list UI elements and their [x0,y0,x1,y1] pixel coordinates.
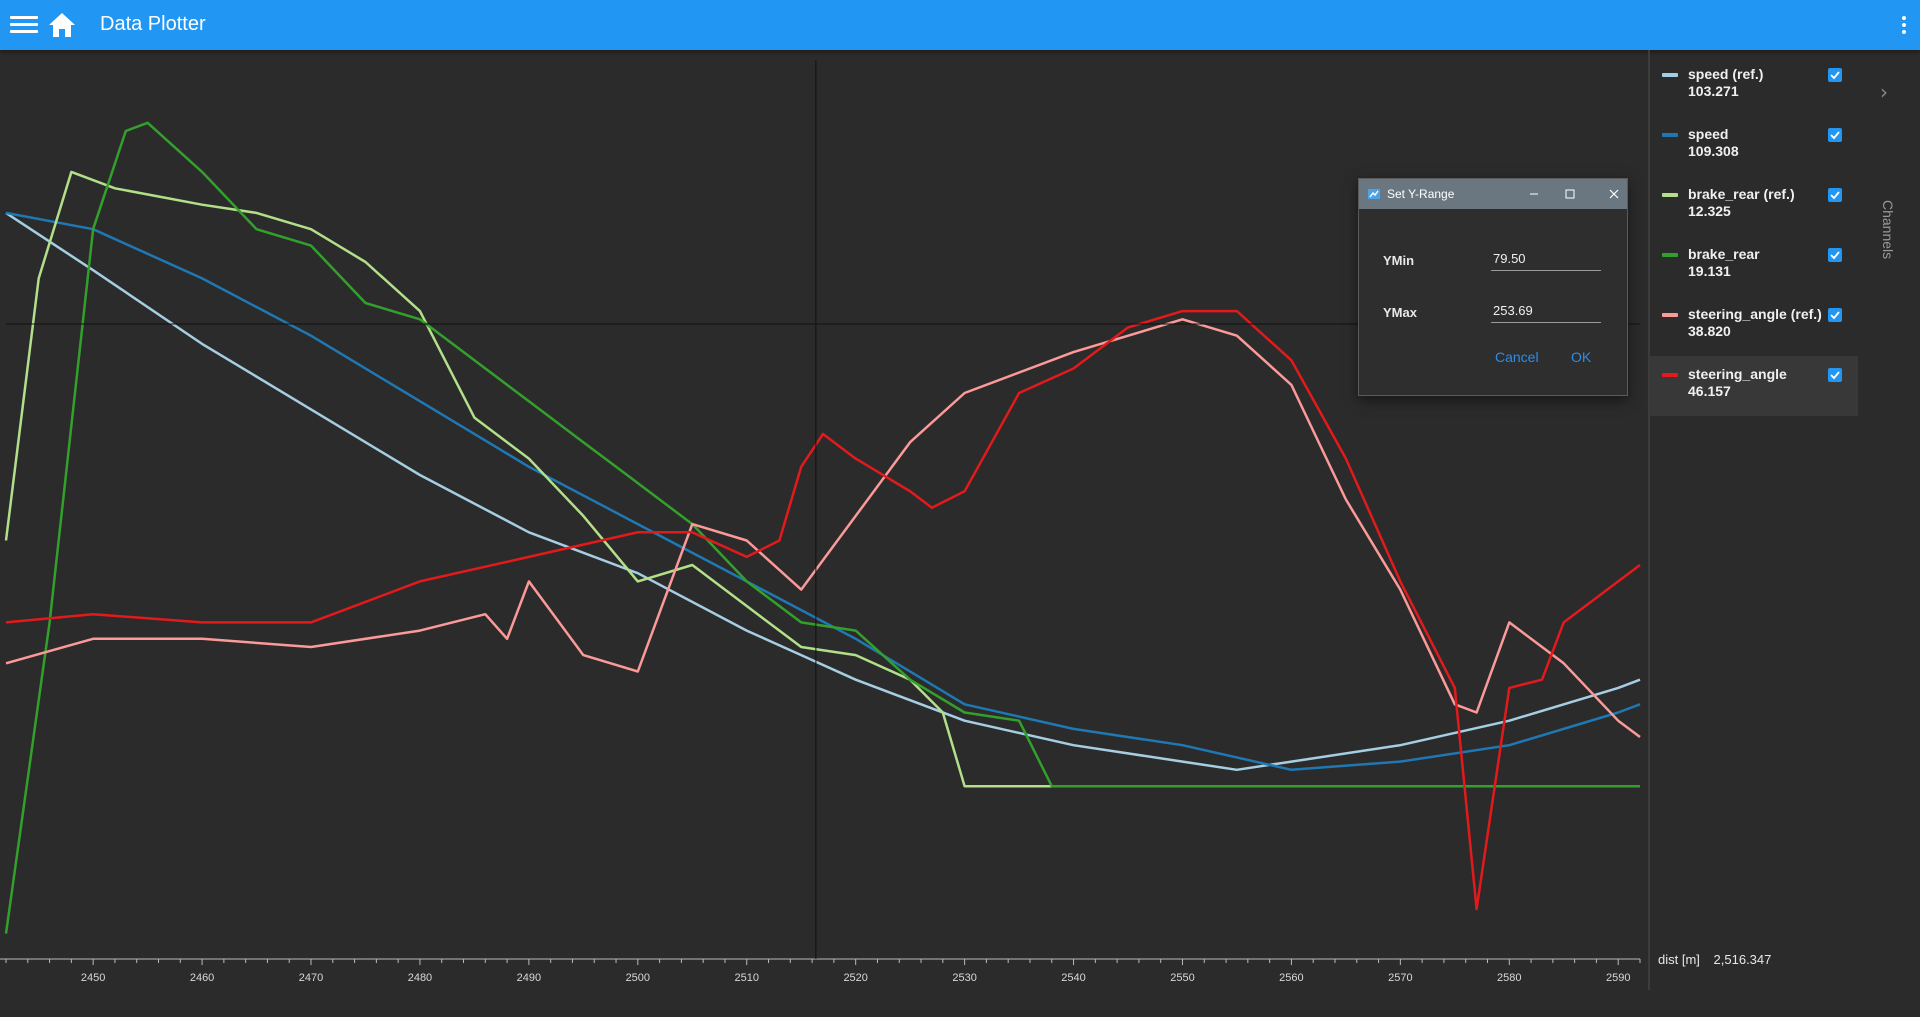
channel-value: 46.157 [1688,383,1731,399]
channel-color-swatch [1662,253,1678,257]
channel-item[interactable]: steering_angle 46.157 [1650,356,1858,416]
maximize-icon[interactable] [1561,185,1579,203]
channel-checkbox[interactable] [1828,368,1842,382]
dialog-titlebar[interactable]: Set Y-Range [1359,179,1627,209]
series-line [5,318,1641,739]
x-tick-label: 2460 [190,972,214,984]
home-icon[interactable] [48,12,76,38]
channel-color-swatch [1662,313,1678,317]
minimize-icon[interactable] [1525,185,1543,203]
hamburger-menu-icon[interactable] [10,13,38,37]
ymax-input[interactable] [1491,299,1601,323]
channel-item[interactable]: brake_rear (ref.) 12.325 [1650,176,1858,236]
chevron-right-icon[interactable]: › [1880,80,1888,104]
ymax-label: YMax [1383,305,1417,320]
series-line [4,170,1640,788]
panel-divider[interactable] [1648,50,1650,990]
app-window-icon [1368,189,1380,199]
x-tick-label: 2550 [1170,972,1194,984]
ymin-label: YMin [1383,253,1415,268]
more-vert-icon[interactable] [1900,14,1908,36]
series-layer [4,121,1641,934]
ymin-input[interactable] [1491,247,1601,271]
channel-value: 19.131 [1688,263,1731,279]
channel-name: speed [1688,126,1729,142]
x-axis: 2450 2460 2470 2480 2490 2500 2510 2520 2530 2540… [0,958,1641,984]
channel-item[interactable]: steering_angle (ref.) 38.820 [1650,296,1858,356]
line-chart[interactable]: 2450 2460 2470 2480 2490 2500 2510 2520 2530 2540… [0,50,1648,1017]
x-tick-label: 2540 [1061,972,1085,984]
series-line [4,121,1640,934]
channel-value: 109.308 [1688,143,1739,159]
x-tick-label: 2570 [1388,972,1412,984]
series-line [5,211,1641,772]
dialog-title: Set Y-Range [1387,187,1455,201]
channel-value: 38.820 [1688,323,1731,339]
x-tick-label: 2500 [626,972,650,984]
channel-name: steering_angle (ref.) [1688,306,1822,322]
x-tick-label: 2510 [735,972,759,984]
close-icon[interactable] [1605,185,1623,203]
x-tick-label: 2530 [952,972,976,984]
series-line [5,211,1641,772]
x-tick-label: 2520 [843,972,867,984]
app-title: Data Plotter [100,13,206,35]
x-tick-label: 2470 [299,972,323,984]
x-tick-label: 2490 [517,972,541,984]
channels-tab-label[interactable]: Channels [1880,200,1896,260]
channel-checkbox[interactable] [1828,128,1842,142]
channel-checkbox[interactable] [1828,68,1842,82]
channel-value: 103.271 [1688,83,1739,99]
channel-value: 12.325 [1688,203,1731,219]
series-line [5,309,1641,911]
set-y-range-dialog: Set Y-Range YMin YMax Cancel OK [1358,178,1628,396]
channel-name: brake_rear (ref.) [1688,186,1795,202]
ok-button[interactable]: OK [1571,349,1592,365]
channel-checkbox[interactable] [1828,248,1842,262]
channel-color-swatch [1662,373,1678,377]
cancel-button[interactable]: Cancel [1495,349,1539,365]
channel-name: steering_angle [1688,366,1787,382]
x-tick-label: 2590 [1606,972,1630,984]
channel-checkbox[interactable] [1828,188,1842,202]
app-bar: Data Plotter [0,0,1920,50]
channel-name: brake_rear [1688,246,1760,262]
x-axis-label: dist [m] [1658,952,1700,967]
channel-color-swatch [1662,73,1678,77]
channel-checkbox[interactable] [1828,308,1842,322]
cursor-readout: dist [m] 2,516.347 [1658,952,1781,967]
channel-color-swatch [1662,193,1678,197]
x-tick-label: 2560 [1279,972,1303,984]
channel-color-swatch [1662,133,1678,137]
x-tick-label: 2480 [408,972,432,984]
channel-item[interactable]: speed 109.308 [1650,116,1858,176]
x-tick-label: 2450 [81,972,105,984]
channel-item[interactable]: speed (ref.) 103.271 [1650,56,1858,116]
channels-panel: speed (ref.) 103.271 speed 109.308 brake_rea… [1650,56,1858,416]
x-cursor-value: 2,516.347 [1713,952,1772,967]
channel-item[interactable]: brake_rear 19.131 [1650,236,1858,296]
channels-side-tab[interactable]: › Channels [1858,50,1920,990]
x-tick-label: 2580 [1497,972,1521,984]
channel-name: speed (ref.) [1688,66,1764,82]
plot-area[interactable]: 2450 2460 2470 2480 2490 2500 2510 2520 2530 2540… [0,50,1648,1017]
